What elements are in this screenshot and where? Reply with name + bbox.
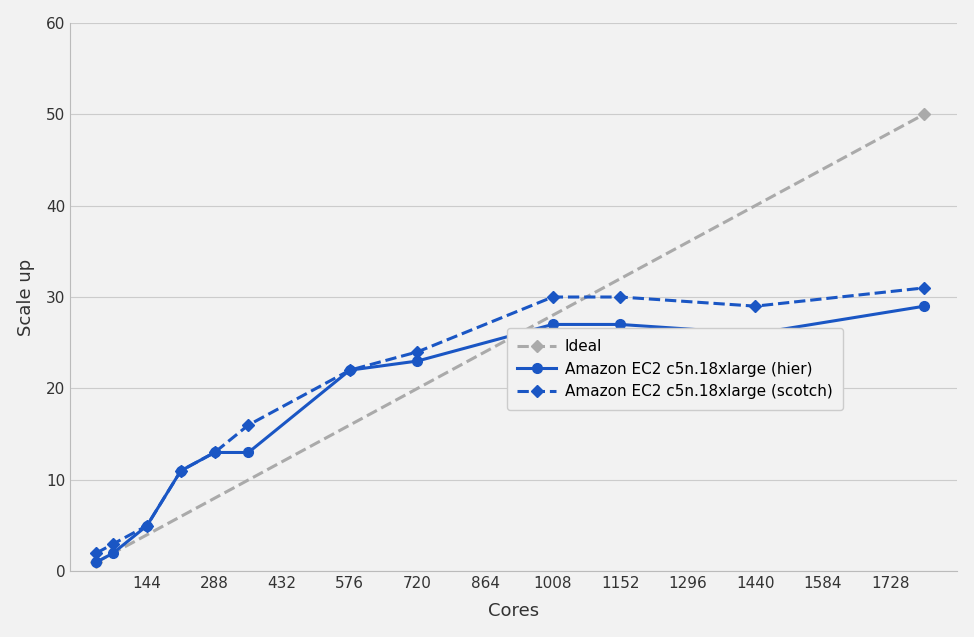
Amazon EC2 c5n.18xlarge (scotch)	[918, 284, 930, 292]
Amazon EC2 c5n.18xlarge (scotch)	[344, 366, 356, 374]
Amazon EC2 c5n.18xlarge (hier)	[344, 366, 356, 374]
Line: Amazon EC2 c5n.18xlarge (hier): Amazon EC2 c5n.18xlarge (hier)	[92, 301, 929, 567]
Amazon EC2 c5n.18xlarge (hier)	[615, 320, 626, 328]
Amazon EC2 c5n.18xlarge (scotch)	[546, 293, 558, 301]
Amazon EC2 c5n.18xlarge (scotch)	[175, 467, 187, 475]
Line: Amazon EC2 c5n.18xlarge (scotch): Amazon EC2 c5n.18xlarge (scotch)	[93, 283, 928, 557]
Amazon EC2 c5n.18xlarge (hier)	[141, 522, 153, 529]
Amazon EC2 c5n.18xlarge (hier)	[243, 448, 254, 456]
Amazon EC2 c5n.18xlarge (scotch)	[91, 549, 102, 557]
Amazon EC2 c5n.18xlarge (scotch)	[615, 293, 626, 301]
Amazon EC2 c5n.18xlarge (hier)	[918, 303, 930, 310]
Amazon EC2 c5n.18xlarge (scotch)	[107, 540, 119, 548]
Legend: Ideal, Amazon EC2 c5n.18xlarge (hier), Amazon EC2 c5n.18xlarge (scotch): Ideal, Amazon EC2 c5n.18xlarge (hier), A…	[506, 329, 843, 410]
Amazon EC2 c5n.18xlarge (scotch)	[208, 448, 220, 456]
Amazon EC2 c5n.18xlarge (scotch)	[750, 303, 762, 310]
Amazon EC2 c5n.18xlarge (hier)	[412, 357, 424, 365]
Amazon EC2 c5n.18xlarge (hier)	[750, 330, 762, 338]
Amazon EC2 c5n.18xlarge (scotch)	[141, 522, 153, 529]
Amazon EC2 c5n.18xlarge (hier)	[546, 320, 558, 328]
X-axis label: Cores: Cores	[488, 603, 540, 620]
Amazon EC2 c5n.18xlarge (scotch)	[412, 348, 424, 355]
Amazon EC2 c5n.18xlarge (hier)	[107, 549, 119, 557]
Amazon EC2 c5n.18xlarge (hier)	[91, 559, 102, 566]
Amazon EC2 c5n.18xlarge (hier)	[175, 467, 187, 475]
Y-axis label: Scale up: Scale up	[17, 259, 35, 336]
Amazon EC2 c5n.18xlarge (scotch)	[243, 421, 254, 429]
Amazon EC2 c5n.18xlarge (hier)	[208, 448, 220, 456]
